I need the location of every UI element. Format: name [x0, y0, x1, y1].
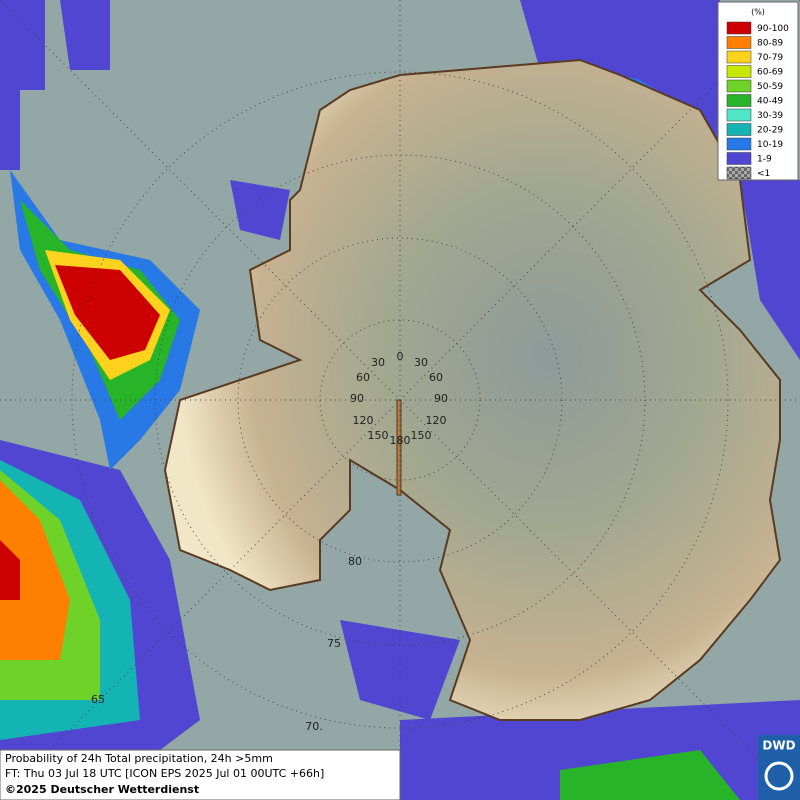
latitude-label: 65: [91, 693, 105, 706]
meridian-label: 30: [414, 356, 428, 369]
legend-label: 30-39: [757, 111, 783, 121]
meridian-label: 150: [368, 429, 389, 442]
meridian-label: 30: [371, 356, 385, 369]
legend-swatch: [726, 94, 752, 107]
legend-label: 90-100: [757, 24, 789, 34]
legend-swatch: [726, 123, 752, 136]
meridian-label: 60: [429, 371, 443, 384]
caption-line: FT: Thu 03 Jul 18 UTC [ICON EPS 2025 Jul…: [5, 767, 324, 780]
meridian-label: 180: [390, 434, 411, 447]
latitude-label: 70.: [305, 720, 323, 733]
caption-box: [0, 749, 401, 800]
legend-swatch: [726, 21, 752, 35]
latitude-label: 75: [327, 637, 341, 650]
legend-label: 70-79: [757, 53, 783, 63]
legend: (%) 90-100 80-89 70-79 60-69 50-59 40-49 30-39…: [717, 1, 799, 181]
legend-label: 50-59: [757, 82, 783, 92]
caption-line: Probability of 24h Total precipitation, …: [5, 752, 273, 765]
meridian-label: 120: [353, 414, 374, 427]
meridian-label: 0: [397, 350, 404, 363]
legend-swatch: [726, 50, 752, 64]
legend-swatch: [726, 137, 752, 151]
legend-title: (%): [751, 8, 765, 17]
legend-swatch: [726, 65, 752, 78]
legend-label: 1-9: [757, 155, 772, 165]
latitude-label: 80: [348, 555, 362, 568]
legend-label: 60-69: [757, 68, 783, 78]
meridian-label: 150: [411, 429, 432, 442]
legend-label: 80-89: [757, 39, 783, 49]
legend-swatch: [726, 36, 752, 49]
meridian-label: 120: [426, 414, 447, 427]
caption-line: ©2025 Deutscher Wetterdienst: [5, 783, 199, 796]
meridian-label: 90: [350, 392, 364, 405]
logo: DWD: [762, 739, 795, 753]
legend-label: 10-19: [757, 140, 783, 150]
meridian-marker: [396, 399, 402, 496]
legend-label: 40-49: [757, 97, 783, 107]
meridian-label: 60: [356, 371, 370, 384]
legend-swatch: [726, 108, 752, 122]
meridian-label: 90: [434, 392, 448, 405]
logo-icon: [764, 761, 794, 791]
legend-label: 20-29: [757, 126, 783, 136]
legend-label: <1: [757, 169, 770, 179]
legend-swatch: [726, 79, 752, 93]
legend-swatch: [726, 152, 752, 165]
legend-swatch: [726, 166, 752, 180]
